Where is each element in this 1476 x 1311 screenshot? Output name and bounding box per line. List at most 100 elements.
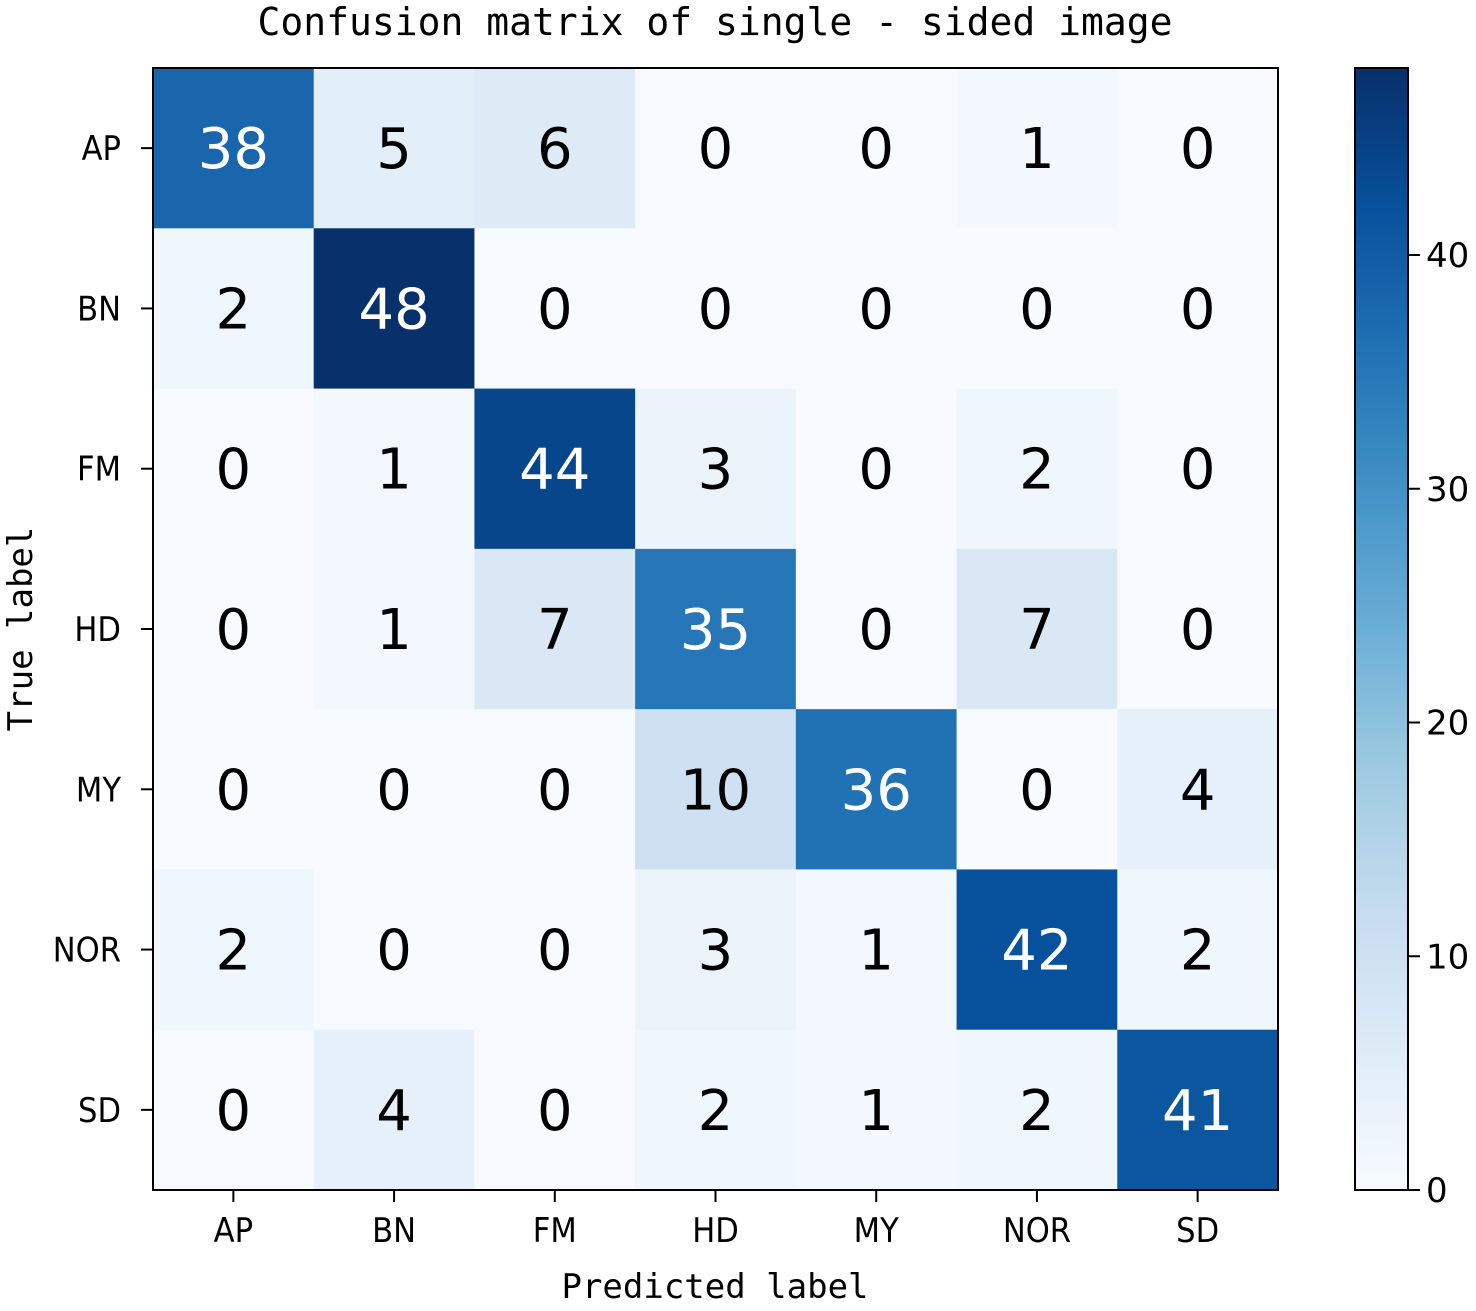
heatmap-cell [956,869,1118,1031]
cell-value-label: 2 [1019,438,1055,503]
heatmap-cell [795,548,958,710]
heatmap-cell [635,68,797,229]
heatmap-cell [474,228,636,390]
cell-value-label: 35 [680,598,751,663]
heatmap-cell [313,228,475,390]
x-tick-label: BN [372,1211,416,1251]
cell-value-label: 4 [1180,758,1216,823]
cell-value-label: 0 [537,1079,573,1144]
heatmap-cell [795,388,958,550]
heatmap-cell [153,1029,315,1191]
heatmap-cell [1117,68,1279,229]
heatmap-cell [956,228,1118,390]
heatmap-cell [313,869,475,1031]
cell-value-label: 2 [698,1079,734,1144]
cell-value-label: 0 [1180,598,1216,663]
x-tick-label: HD [692,1211,739,1251]
heatmap-cell [1117,228,1279,390]
heatmap-cell [153,869,315,1031]
heatmap-cell [474,709,636,870]
heatmap-cell [1117,1029,1279,1191]
colorbar-tick-label: 40 [1426,236,1469,276]
y-tick-label: FM [77,450,121,490]
cell-value-label: 0 [1019,277,1055,342]
x-tick-label: FM [533,1211,577,1251]
x-axis-label: Predicted label [561,1267,868,1306]
heatmap-cell [313,709,475,870]
heatmap-cell [795,869,958,1031]
cell-value-label: 0 [537,758,573,823]
cell-value-label: 0 [1180,438,1216,503]
cell-value-label: 0 [216,598,252,663]
y-tick-label: NOR [53,931,121,971]
x-tick-label: AP [214,1211,253,1251]
y-tick-label: SD [78,1091,121,1131]
cell-value-label: 0 [858,277,894,342]
heatmap-cell [635,709,797,870]
cell-value-label: 2 [216,919,252,984]
heatmap-cell [635,869,797,1031]
cell-value-label: 0 [858,598,894,663]
cell-value-label: 0 [1180,117,1216,182]
x-axis-ticks: AP BN FM HD MY NOR SD [214,1190,1219,1251]
cell-value-label: 2 [1180,919,1216,984]
cell-value-labels: 38 5 6 0 0 1 02 48 0 0 0 0 00 1 44 3 0 2 00 1 7 35 0 7 00 0 0 10 36 0… [198,117,1234,1144]
colorbar-tick-label: 0 [1426,1171,1448,1211]
cell-value-label: 1 [376,598,412,663]
heatmap-cell [153,228,315,390]
heatmap-cell [474,1029,636,1191]
cell-value-label: 1 [1019,117,1055,182]
cell-value-label: 0 [216,1079,252,1144]
cell-value-label: 38 [198,117,269,182]
colorbar-gradient [1354,67,1409,1191]
heatmap-cell [635,1029,797,1191]
heatmap-cell [956,709,1118,870]
heatmap-cell [956,68,1118,229]
colorbar-tick-label: 30 [1426,470,1469,510]
heatmap-cell [313,68,475,229]
heatmap-cell [1117,869,1279,1031]
heatmap-cell [1117,548,1279,710]
heatmap-cell [1117,388,1279,550]
cell-value-label: 42 [1001,919,1072,984]
cell-value-label: 3 [698,438,734,503]
cell-value-label: 1 [858,1079,894,1144]
y-tick-label: BN [77,289,121,329]
cell-value-label: 1 [858,919,894,984]
cell-value-label: 4 [376,1079,412,1144]
heatmap-cell [153,709,315,870]
y-tick-label: AP [82,129,121,169]
heatmap-cell [153,388,315,550]
cell-value-label: 0 [216,758,252,823]
cell-value-label: 0 [1019,758,1055,823]
cell-value-label: 44 [519,438,590,503]
heatmap-cell [313,388,475,550]
cell-value-label: 7 [1019,598,1055,663]
y-tick-label: MY [76,770,121,810]
cell-value-label: 0 [858,117,894,182]
heatmap-cell [1117,709,1279,870]
heatmap-cell [795,68,958,229]
y-tick-label: HD [74,610,121,650]
heatmap-cell [956,548,1118,710]
cell-value-label: 1 [376,438,412,503]
heatmap-cell [153,68,315,229]
cell-value-label: 0 [858,438,894,503]
cell-value-label: 3 [698,919,734,984]
heatmap-cell [153,548,315,710]
cell-value-label: 10 [680,758,751,823]
heatmap-cell [795,709,958,870]
heatmap-cell [474,869,636,1031]
heatmap-cell [956,1029,1118,1191]
cell-value-label: 0 [537,919,573,984]
cell-value-label: 0 [376,758,412,823]
heatmap-cell [635,228,797,390]
cell-value-label: 0 [216,438,252,503]
heatmap-cell [474,548,636,710]
heatmap-cell [635,548,797,710]
heatmap-cell [474,388,636,550]
heatmap-cell [635,388,797,550]
heatmap-cell [956,388,1118,550]
